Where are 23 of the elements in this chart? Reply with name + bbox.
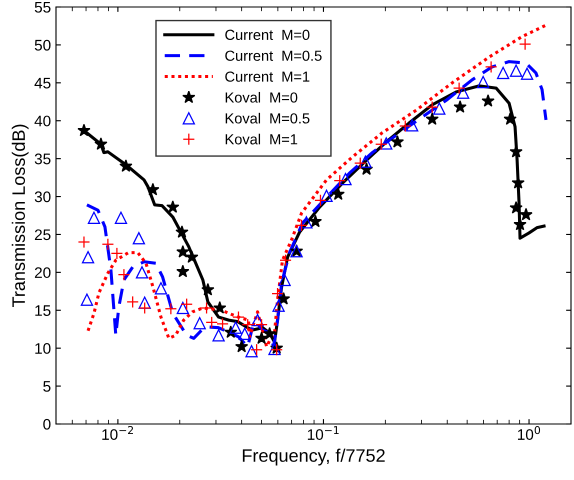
legend-label: Koval M=0.5 [226, 112, 310, 124]
y-tick-label: 15 [35, 305, 50, 316]
y-tick-label: 0 [43, 418, 51, 430]
legend-label: Koval M=1 [226, 134, 298, 144]
y-tick-label: 55 [34, 2, 50, 13]
y-tick-label: 10 [35, 343, 51, 354]
legend-label: Current M=0.5 [225, 50, 322, 61]
y-tick-label: 20 [34, 267, 51, 278]
x-axis-title: Frequency, f/7752 [242, 448, 385, 466]
legend-label: Current M=1 [225, 71, 310, 82]
y-tick-label: 30 [34, 191, 51, 202]
y-tick-label: 5 [43, 381, 50, 392]
legend-label: Current M=0 [225, 30, 310, 40]
x-tick-label: 10$^{−2}$ [102, 426, 133, 440]
y-axis-title: Transmission Loss(dB) [12, 124, 29, 308]
y-tick-label: 25 [34, 229, 50, 240]
y-tick-label: 35 [34, 154, 50, 164]
x-tick-label: 10$^{−1}$ [308, 426, 339, 440]
legend-label: Koval M=0 [226, 92, 298, 103]
y-tick-label: 50 [34, 40, 51, 51]
y-tick-label: 45 [34, 78, 50, 89]
x-tick-label: 10$^{0}$ [518, 426, 540, 440]
y-tick-label: 40 [34, 116, 51, 126]
